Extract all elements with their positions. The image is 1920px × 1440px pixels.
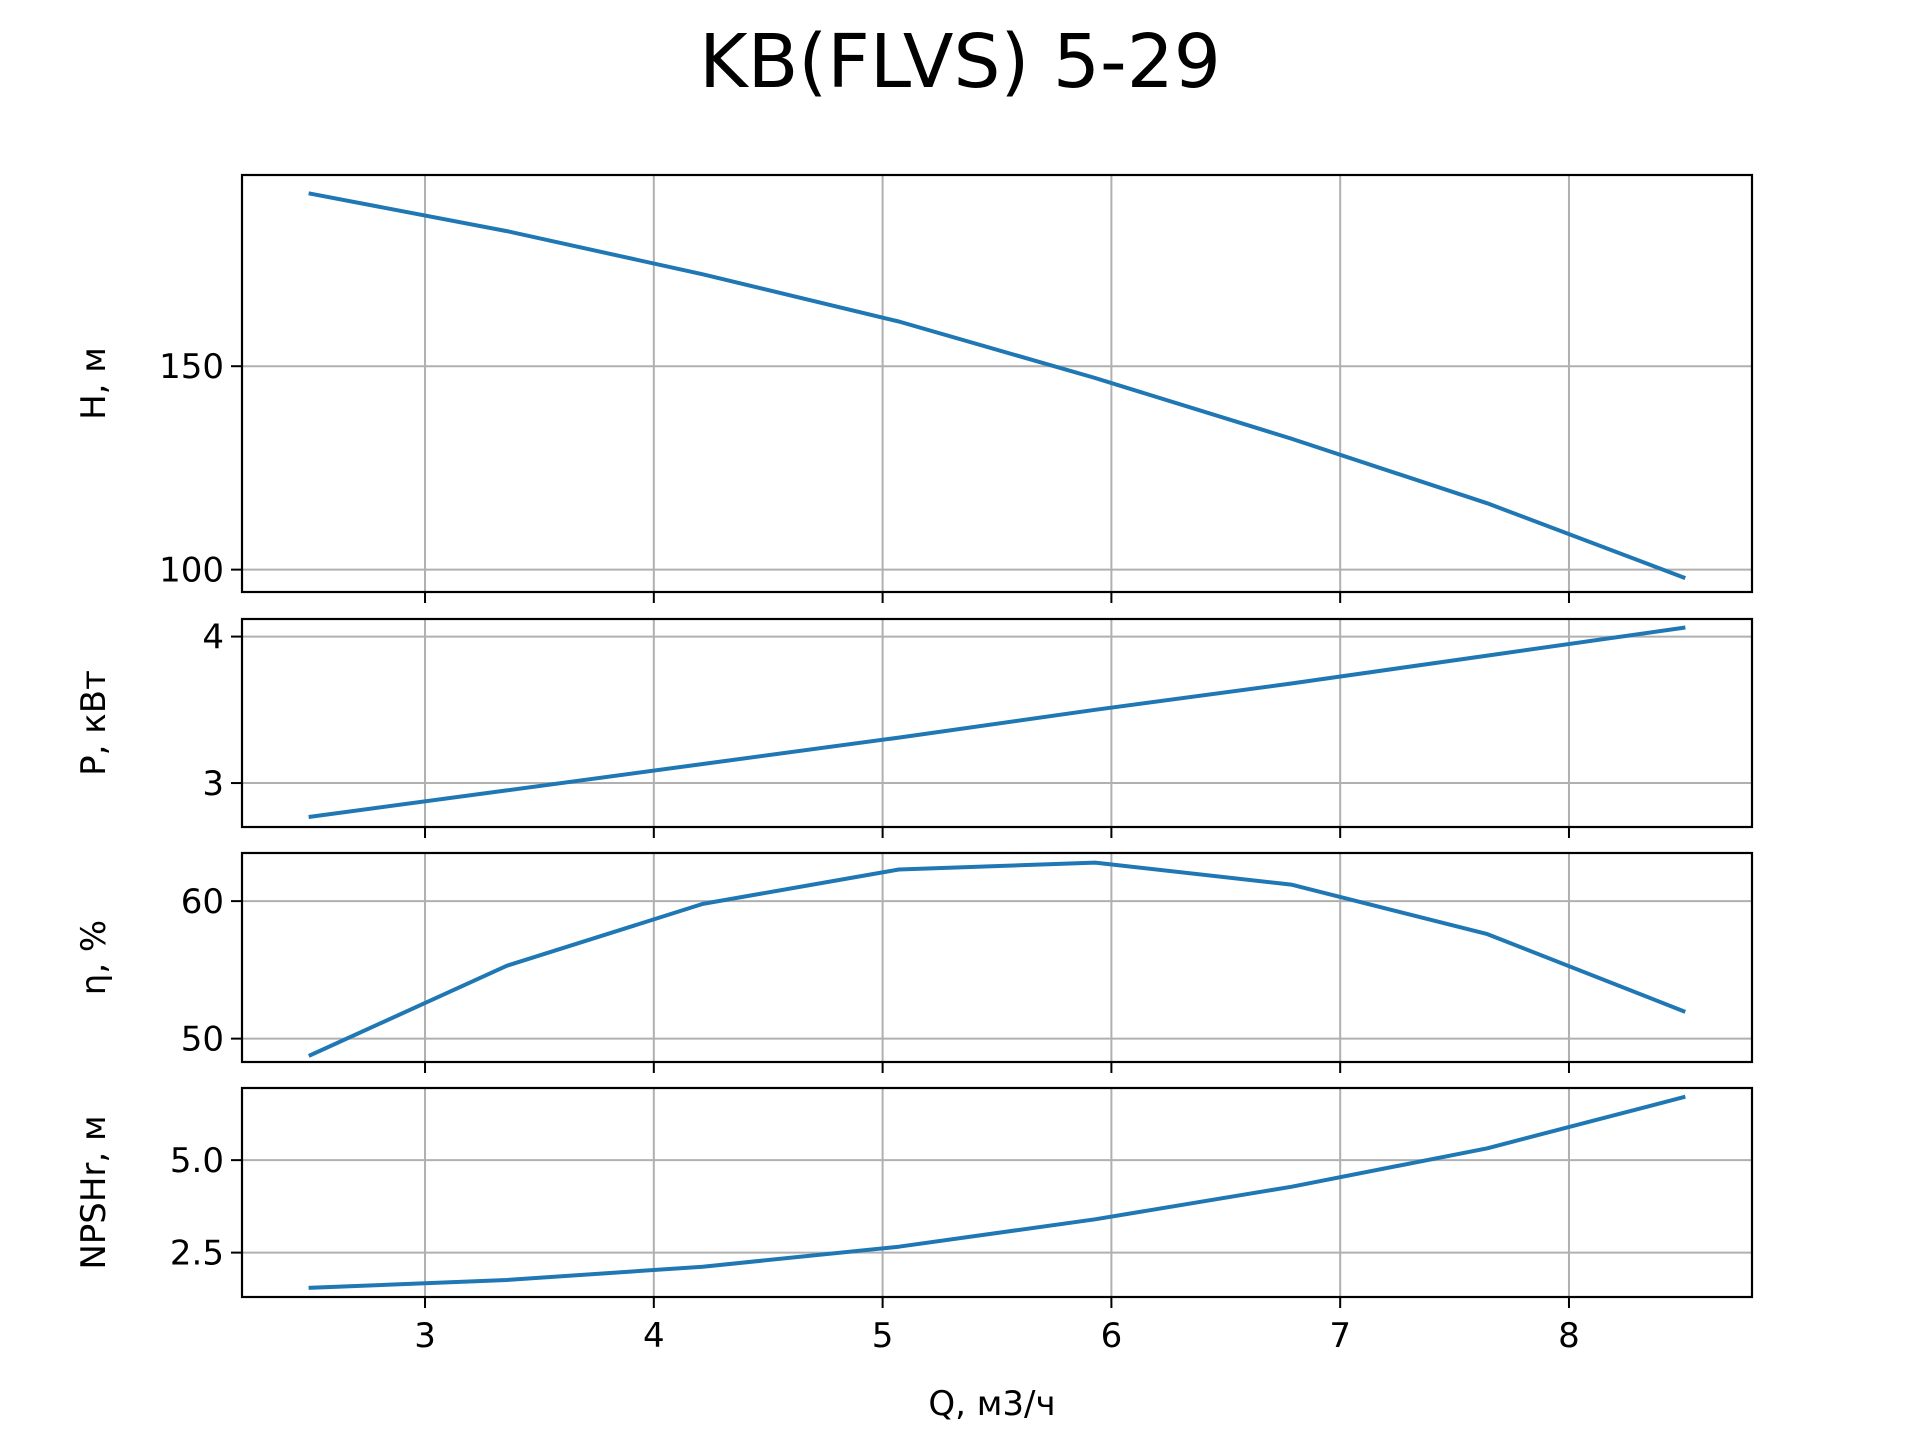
y-tick-label: 100	[159, 551, 224, 591]
y-tick-label: 150	[159, 347, 224, 387]
x-tick-label: 5	[872, 1316, 894, 1356]
y-tick-label: 60	[181, 882, 224, 922]
y-tick-label: 50	[181, 1020, 224, 1060]
y-tick-label: 4	[202, 618, 224, 658]
chart-title: KB(FLVS) 5-29	[699, 19, 1221, 105]
chart-panels: 100 150 H, м 3 4 P, кВт 50 60 η, % 3 4 5 6 7 8 2.5 5.0 NP…	[74, 173, 1754, 1356]
y-tick-label: 2.5	[170, 1234, 224, 1274]
panel-2: 3 4 P, кВт	[74, 617, 1754, 838]
x-tick-label: 8	[1558, 1316, 1580, 1356]
axes-frame	[240, 173, 1754, 594]
x-tick-label: 6	[1101, 1316, 1123, 1356]
series-line	[308, 191, 1686, 580]
series-line	[308, 1094, 1686, 1290]
y-tick-label: 3	[202, 764, 224, 804]
x-tick-label: 4	[643, 1316, 665, 1356]
y-axis-label: η, %	[74, 920, 114, 995]
y-axis-label: P, кВт	[74, 670, 114, 776]
series-line	[307, 860, 1686, 1058]
panel-4: 3 4 5 6 7 8 2.5 5.0 NPSHr, м	[74, 1086, 1754, 1356]
axes-frame	[240, 617, 1754, 829]
axes-frame	[240, 851, 1754, 1064]
x-axis-label: Q, м3/ч	[928, 1384, 1055, 1424]
panel-1: 100 150 H, м	[74, 173, 1754, 603]
series-line	[308, 625, 1686, 819]
x-tick-label: 3	[414, 1316, 436, 1356]
x-tick-label: 7	[1329, 1316, 1351, 1356]
panel-3: 50 60 η, %	[74, 851, 1754, 1073]
y-tick-label: 5.0	[170, 1141, 224, 1181]
axes-frame	[240, 1086, 1754, 1299]
y-axis-label: H, м	[74, 347, 114, 420]
y-axis-label: NPSHr, м	[74, 1115, 114, 1269]
